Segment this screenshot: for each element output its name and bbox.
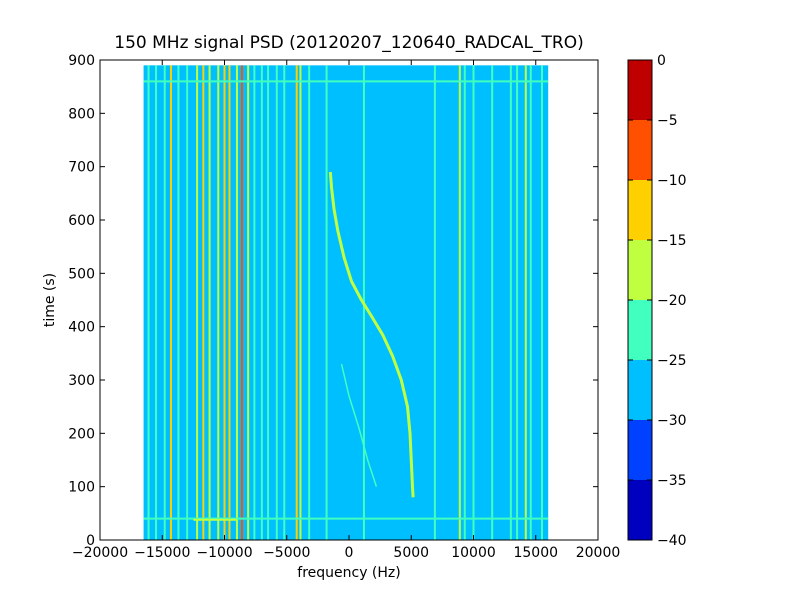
x-axis-label: frequency (Hz) [297,565,400,581]
chart-title: 150 MHz signal PSD (20120207_120640_RADC… [114,33,583,53]
x-tick-label: −20000 [72,545,128,561]
colorbar-segment-4 [628,240,652,300]
spectrogram-data [143,65,549,540]
faint-trace [340,363,378,487]
colorbar-tick-label: −15 [657,233,687,249]
y-tick-label: 0 [86,533,95,549]
doppler-curve [328,171,415,498]
colorbar-tick-label: −35 [657,473,687,489]
y-tick-label: 200 [68,426,95,442]
colorbar-tick-label: −25 [657,353,687,369]
spectrogram-background [143,65,549,540]
colorbar-tick-label: −30 [657,413,687,429]
y-tick-label: 400 [68,320,95,336]
y-axis: 0 100 200 300 400 500 600 700 800 900 [68,53,598,549]
colorbar-segment-6 [628,120,652,180]
x-tick-label: 5000 [393,545,429,561]
y-tick-label: 500 [68,266,95,282]
x-tick-label: 20000 [576,545,621,561]
x-axis: −20000 −15000 −10000 −5000 0 5000 10000 15000 20… [72,60,620,561]
x-tick-label: −10000 [196,545,252,561]
colorbar-tick-label: −10 [657,173,687,189]
colorbar-segment-3 [628,300,652,360]
colorbar-tick-label: −5 [657,113,678,129]
colorbar-segment-5 [628,180,652,240]
y-tick-label: 800 [68,106,95,122]
plot-area [100,60,598,540]
y-tick-label: 900 [68,53,95,69]
x-tick-label: 0 [345,545,354,561]
colorbar-segment-2 [628,360,652,420]
y-tick-label: 100 [68,480,95,496]
x-tick-label: 15000 [513,545,558,561]
x-tick-label: 10000 [451,545,496,561]
colorbar-segment-0 [628,480,652,540]
y-tick-label: 600 [68,213,95,229]
colorbar-tick-label: 0 [657,53,666,69]
colorbar-segment-7 [628,60,652,120]
colorbar-tick-label: −40 [657,533,687,549]
x-tick-label: −5000 [263,545,310,561]
y-tick-label: 300 [68,373,95,389]
x-tick-label: −15000 [134,545,190,561]
colorbar-tick-label: −20 [657,293,687,309]
y-tick-label: 700 [68,160,95,176]
colorbar: 0 −5 −10 −15 −20 −25 −30 −35 −40 [627,53,687,549]
colorbar-segment-1 [628,420,652,480]
y-axis-label: time (s) [42,273,58,327]
